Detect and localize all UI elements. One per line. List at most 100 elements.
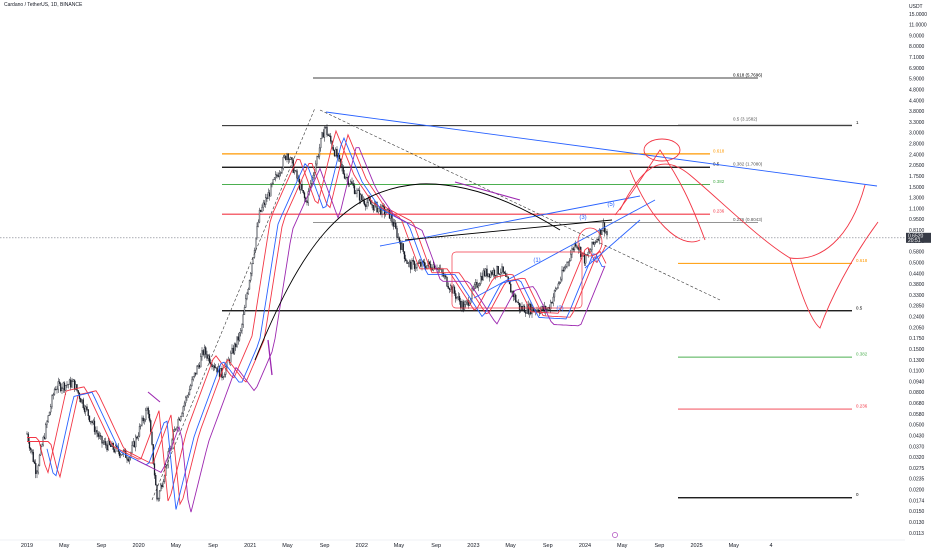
candle-body [192,376,194,380]
time-tick-label: 2020 [132,543,144,549]
candle-body [207,355,209,359]
candle-body [411,260,413,270]
candle-body [96,430,98,434]
candle-body [148,413,151,421]
candle-body [211,364,213,368]
candle-body [395,222,397,229]
candle-body [402,243,404,252]
candle-body [288,159,291,160]
candle-body [280,172,282,174]
fib-label: 1 [856,120,859,125]
candle-body [501,266,503,273]
candle-body [565,266,567,268]
candle-body [465,301,467,305]
candle-body [458,296,461,302]
candle-body [101,435,103,444]
candle-body [35,463,37,474]
candle-body [557,283,559,289]
candle-body [236,336,238,347]
candle-body [268,192,271,197]
time-tick-label: May [505,543,516,549]
candle-body [131,445,133,453]
candle-body [103,441,106,443]
candle-body [230,352,232,363]
candle-body [36,471,38,474]
candle-body [407,262,409,264]
time-tick-label: 2021 [244,543,256,549]
candle-body [113,449,116,452]
candle-body [83,407,86,412]
wave-label: (2) [556,306,563,312]
time-axis: 2019 May Sep 2020 May Sep 2021 May Sep 2022 May Sep… [0,532,905,549]
candle-body [188,389,191,396]
candle-body [251,263,253,274]
candle-body [423,262,426,267]
candle-body [80,398,82,403]
candle-body [95,430,97,432]
dashed-trendline-down [319,109,721,301]
candle-body [462,301,464,310]
time-tick-label: 2022 [356,543,368,549]
candle-body [145,409,147,421]
candle-body [563,267,566,272]
candle-body [265,197,267,205]
candle-body [185,397,187,404]
candle-body [367,198,369,203]
candle-body [377,207,379,213]
candle-body [503,271,506,274]
candle-body [385,212,387,215]
candle-body [406,260,408,264]
price-tick-label: 0.8100 [909,228,925,234]
candle-body [478,283,481,287]
candle-body [208,355,211,363]
candle-body [330,135,332,142]
candle-body [283,155,286,158]
candle-body [346,177,348,179]
price-tick-label: 0.2400 [909,315,925,321]
candle-body [92,420,94,424]
candle-body [190,385,192,390]
candle-body [55,389,57,391]
candle-body [222,376,224,378]
candle-body [118,451,121,457]
fib-label: 0.618 [856,258,868,263]
candle-body [408,261,411,264]
candle-body [108,440,111,445]
candle-body [42,436,44,446]
candle-body [65,385,67,391]
candle-body [576,245,578,248]
candle-body [136,436,138,439]
candle-body [267,192,269,199]
candle-body [358,190,361,201]
candle-body [30,448,32,450]
candle-body [345,177,347,179]
price-tick-label: 0.1100 [909,369,924,375]
dashed-trendline-up [151,107,316,501]
candle-body [455,293,457,299]
candle-body [567,261,569,263]
wedge-upper [473,199,656,299]
candle-body [497,266,499,275]
wave-label: (3) [579,215,586,221]
candle-body [343,173,346,179]
candle-body [127,459,129,462]
candle-body [48,411,51,416]
candle-body [66,384,68,386]
candle-body [413,261,416,269]
price-tick-label: 0.2850 [909,304,925,310]
candle-body [500,272,502,275]
candle-body [491,271,493,275]
candle-body [595,241,597,243]
candle-body [392,221,394,227]
candle-body [47,415,49,422]
candle-body [597,239,599,241]
candle-body [306,201,308,203]
moving-averages [27,129,607,513]
candle-body [332,147,334,151]
candle-body [91,421,93,424]
candle-body [536,309,538,312]
candle-body [242,314,244,325]
price-tick-label: 0.0680 [909,401,925,407]
price-tick-label: 4.4000 [909,98,925,104]
